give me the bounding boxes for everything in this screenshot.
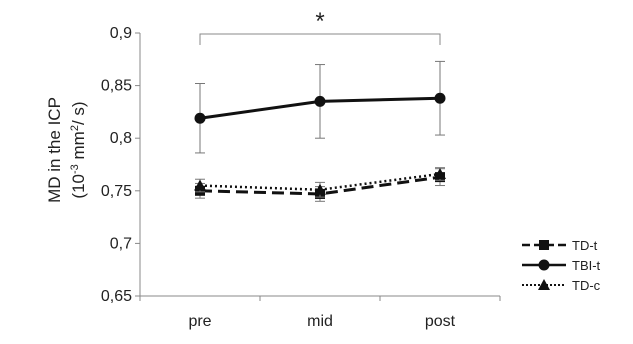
y-axis-title-line2: (10-3 mm2/ s)	[69, 101, 88, 198]
circle-marker	[314, 95, 326, 107]
triangle-marker	[434, 167, 446, 179]
y-axis-ticks: 0,65 0,7 0,75 0,8 0,85 0,9	[101, 25, 140, 305]
triangle-marker	[194, 179, 206, 191]
chart-axes	[139, 33, 500, 297]
y-tick-label: 0,9	[110, 25, 132, 42]
circle-marker	[538, 259, 550, 271]
y-axis-title-unit: mm	[69, 131, 88, 164]
legend-label: TBI-t	[572, 258, 601, 273]
chart-legend: TD-t TBI-t TD-c	[522, 238, 601, 293]
square-marker	[539, 240, 549, 250]
triangle-marker	[314, 183, 326, 195]
legend-label: TD-c	[572, 278, 601, 293]
significance-bracket: *	[199, 8, 441, 45]
x-tick-label: post	[425, 313, 456, 330]
circle-marker	[434, 92, 446, 104]
y-tick-label: 0,8	[110, 130, 132, 147]
y-axis-title-prefix: (10	[69, 174, 88, 199]
legend-label: TD-t	[572, 238, 598, 253]
triangle-marker	[538, 279, 550, 290]
series-line	[199, 175, 441, 196]
y-tick-label: 0,75	[101, 183, 132, 200]
x-tick-label: mid	[307, 313, 333, 330]
series-tbi-t	[194, 60, 446, 154]
chart-series	[194, 60, 446, 202]
x-axis-ticks: pre mid post	[139, 296, 501, 330]
y-tick-label: 0,7	[110, 235, 132, 252]
significance-bracket-line	[199, 33, 441, 45]
y-axis-title-suffix: / s)	[69, 101, 88, 125]
x-tick-label: pre	[188, 313, 211, 330]
y-axis-title-exponent: -3	[69, 164, 81, 174]
series-td-c	[194, 167, 446, 198]
significance-star: *	[315, 8, 324, 35]
y-axis-title-exponent2: 2	[69, 125, 81, 131]
y-axis-title-line1: MD in the ICP	[45, 97, 64, 203]
y-tick-label: 0,65	[101, 288, 132, 305]
circle-marker	[194, 112, 206, 124]
y-tick-label: 0,85	[101, 78, 132, 95]
